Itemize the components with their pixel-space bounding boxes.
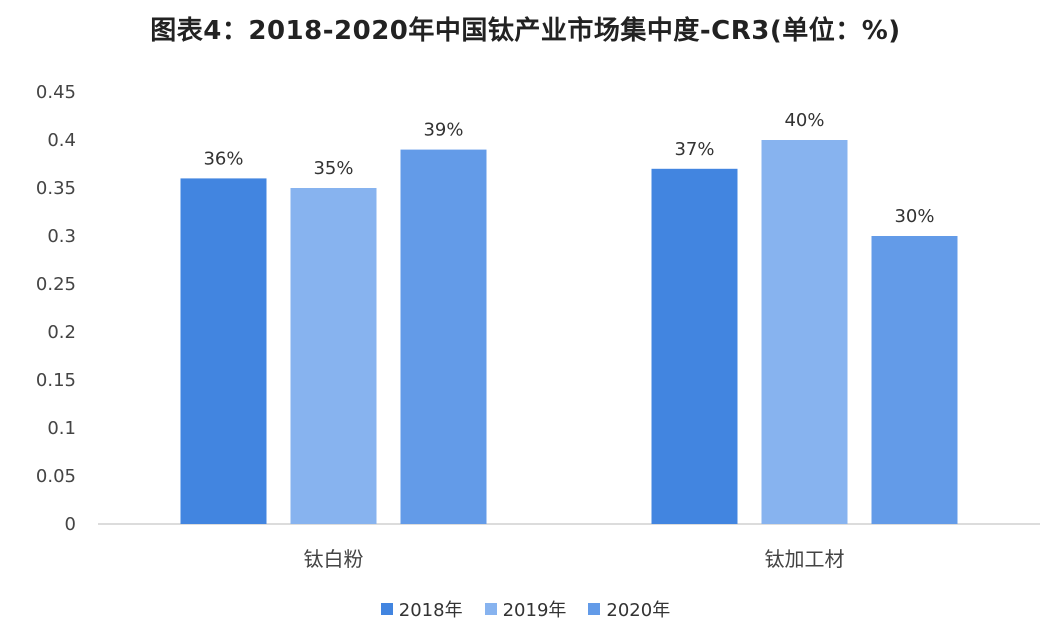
legend-swatch: [484, 603, 497, 615]
y-tick-label: 0.05: [36, 466, 76, 487]
legend-item: 2019年: [484, 596, 567, 622]
y-tick-label: 0.35: [36, 178, 76, 199]
chart-title: 图表4：2018-2020年中国钛产业市场集中度-CR3(单位：%): [150, 16, 901, 46]
y-tick-label: 0.3: [47, 226, 76, 247]
data-label: 39%: [423, 120, 463, 141]
y-tick-label: 0.1: [47, 418, 76, 439]
x-category-label: 钛白粉: [304, 547, 364, 571]
legend-label: 2018年: [398, 600, 463, 621]
data-label: 36%: [203, 148, 243, 169]
legend-label: 2020年: [606, 600, 671, 621]
data-label: 35%: [313, 158, 353, 179]
legend-item: 2020年: [588, 596, 670, 622]
bar-1-3: [400, 149, 487, 524]
data-label: 37%: [674, 139, 714, 160]
y-tick-label: 0: [65, 514, 76, 535]
bar-2-3: [871, 236, 958, 524]
bar-2-2: [761, 140, 848, 524]
data-label: 40%: [784, 110, 824, 131]
bar-2-1: [651, 168, 738, 525]
y-tick-label: 0.2: [47, 322, 76, 343]
y-tick-label: 0.25: [36, 274, 76, 295]
y-tick-label: 0.45: [36, 82, 76, 103]
legend-swatch: [380, 603, 393, 615]
legend-label: 2019年: [502, 600, 567, 621]
legend-item: 2018年: [380, 596, 463, 622]
data-label: 30%: [894, 206, 934, 227]
legend-swatch: [588, 603, 601, 615]
bar-1-2: [290, 188, 377, 524]
y-tick-label: 0.15: [36, 370, 76, 391]
bar-1-1: [180, 178, 267, 524]
y-tick-label: 0.4: [47, 130, 76, 151]
chart-legend: 2018年 2019年 2020年: [0, 596, 1051, 622]
x-category-label: 钛加工材: [765, 547, 845, 571]
